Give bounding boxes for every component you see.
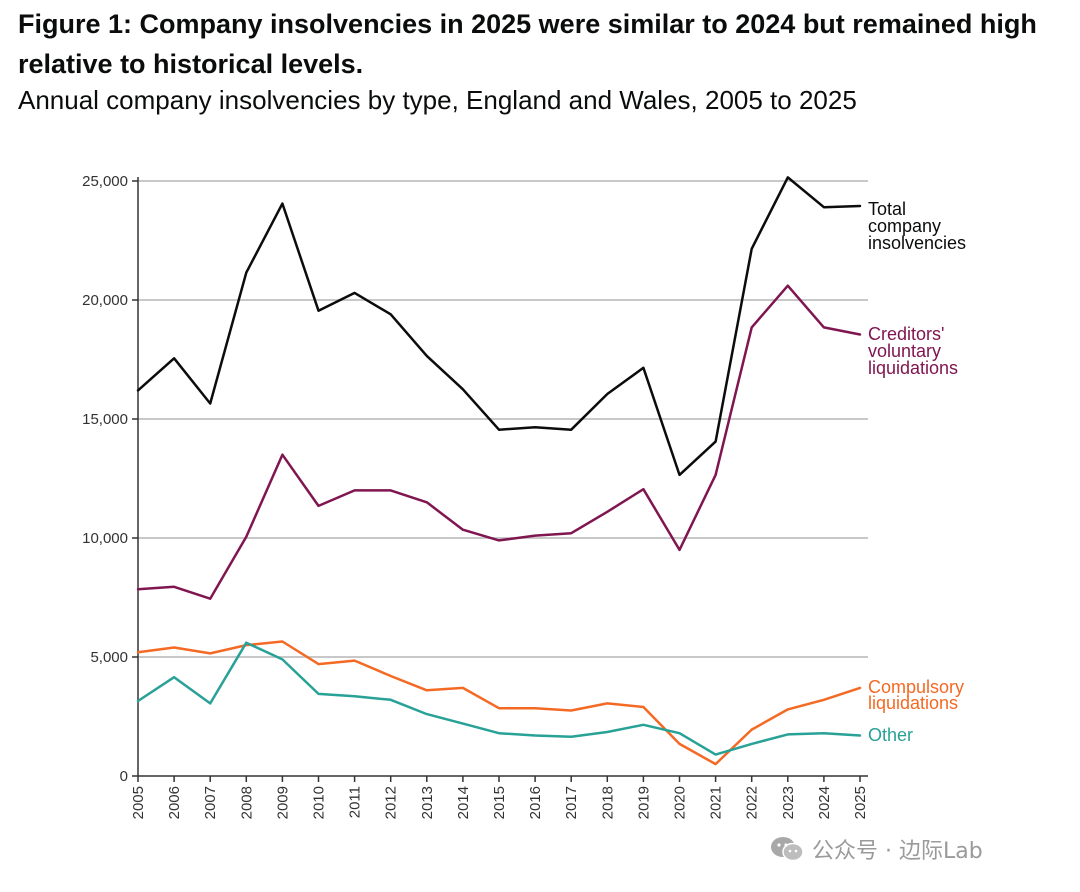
x-axis-ticks: 2005 2006 2007 2008 2009 2010 2011 2012 2013 2014… [130, 776, 869, 819]
series-label-line: liquidations [868, 693, 958, 713]
series-label-line: company [868, 216, 941, 236]
series-line-compulsory-liquidations [136, 640, 862, 766]
series-label-line: liquidations [868, 358, 958, 378]
x-tick-label: 2009 [274, 786, 291, 819]
x-tick-label: 2012 [383, 786, 400, 819]
series-label-line: insolvencies [868, 233, 966, 253]
x-tick-label: 2011 [347, 786, 364, 818]
x-tick-label: 2008 [238, 786, 255, 819]
series-label-line: voluntary [868, 341, 941, 361]
y-tick-label: 10,000 [82, 530, 128, 547]
x-tick-label: 2015 [491, 786, 508, 819]
series-label-other: Other [868, 725, 913, 745]
series-label-line: Total [868, 199, 906, 219]
x-tick-label: 2005 [130, 786, 147, 819]
series-label-line: Compulsory [868, 677, 964, 697]
x-tick-label: 2025 [852, 786, 869, 819]
x-tick-label: 2024 [816, 786, 833, 819]
y-tick-label: 0 [120, 768, 128, 785]
series-line-other [136, 641, 862, 756]
wechat-icon [770, 836, 804, 862]
series-label-line: Creditors' [868, 324, 944, 344]
x-tick-label: 2018 [599, 786, 616, 819]
series-label-compulsory-liquidations: Compulsory liquidations [868, 677, 964, 713]
axes [137, 177, 868, 777]
x-tick-label: 2013 [419, 786, 436, 819]
x-tick-label: 2022 [744, 786, 761, 819]
y-tick-label: 15,000 [82, 411, 128, 428]
x-tick-label: 2021 [708, 786, 725, 819]
y-tick-label: 20,000 [82, 292, 128, 309]
series-lines [136, 176, 862, 766]
x-tick-label: 2014 [455, 786, 472, 819]
watermark: 公众号 · 边际Lab [770, 834, 983, 864]
x-tick-label: 2017 [563, 786, 580, 819]
x-tick-label: 2010 [311, 786, 328, 819]
y-tick-label: 25,000 [82, 173, 128, 190]
series-label-total-company-insolvencies: Total company insolvencies [868, 199, 966, 253]
chart-title: Figure 1: Company insolvencies in 2025 w… [18, 9, 1037, 79]
series-line-creditors-voluntary-liquidations [136, 284, 862, 600]
x-tick-label: 2006 [166, 786, 183, 819]
x-tick-label: 2019 [635, 786, 652, 819]
y-tick-label: 5,000 [90, 649, 128, 666]
x-tick-label: 2023 [780, 786, 797, 819]
chart-subtitle: Annual company insolvencies by type, Eng… [18, 85, 857, 115]
series-line-total-company-insolvencies [136, 176, 862, 477]
x-tick-label: 2020 [672, 786, 689, 819]
x-tick-label: 2007 [202, 786, 219, 819]
series-label-creditors-voluntary-liquidations: Creditors' voluntary liquidations [868, 324, 958, 378]
series-label-line: Other [868, 725, 913, 745]
series-labels: Total company insolvencies Creditors' volunt… [868, 199, 966, 745]
gridlines [138, 180, 868, 658]
watermark-text: 公众号 · 边际Lab [812, 839, 983, 864]
x-tick-label: 2016 [527, 786, 544, 819]
y-axis-ticks: 0 5,000 10,000 15,000 20,000 25,000 [82, 173, 138, 785]
